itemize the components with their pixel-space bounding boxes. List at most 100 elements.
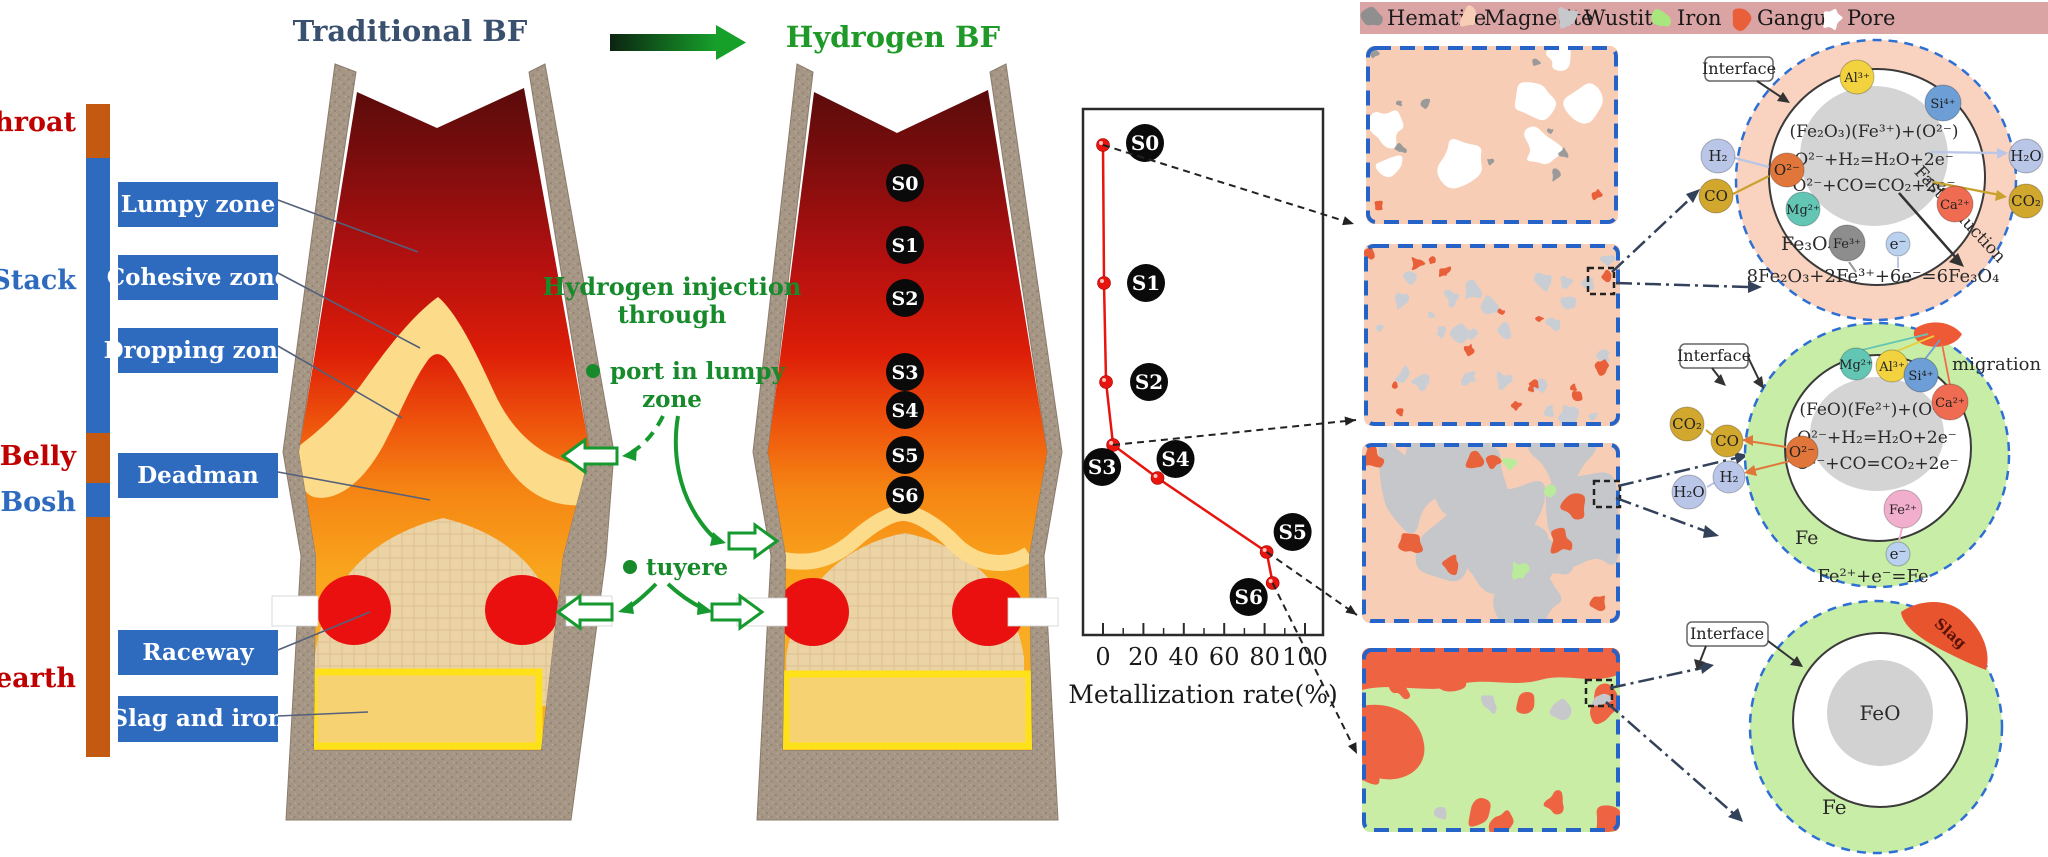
sample-chip-S2: [1130, 363, 1169, 401]
data-point-highlight: [1099, 141, 1103, 145]
interface-pointer: [1756, 80, 1785, 100]
furnace-sample-chip-S6: [886, 476, 924, 514]
bullet-icon: [586, 364, 600, 378]
connector-S5-to-micrograph: [1266, 551, 1358, 616]
mg-migration-link: [1861, 333, 1929, 351]
wustite-blob: [1375, 324, 1384, 332]
interface-label: Interface: [1677, 346, 1751, 365]
micrograph-border: [1364, 244, 1620, 426]
core-phase-label: FeO: [1859, 701, 1900, 725]
furnace-sample-chip-S5: [886, 436, 924, 474]
zone-label-hearth: Hearth: [0, 663, 76, 694]
region-box-label: Cohesive zone: [107, 264, 289, 291]
slag-iron-pool: [310, 668, 543, 750]
region-box-label: Dropping zone: [104, 337, 293, 364]
x-tick-label: 100: [1282, 643, 1328, 671]
gangue-blob: [1594, 359, 1609, 376]
gangue-blob: [1528, 379, 1539, 389]
data-point-highlight: [1100, 279, 1105, 283]
region-box-lumpy-zone: Lumpy zone: [118, 182, 278, 227]
wustite-blob: [1433, 806, 1447, 820]
pore-blob: [1548, 46, 1567, 62]
injection-arrow-right-port-icon: [727, 522, 780, 560]
micrograph-1: [1366, 46, 1618, 224]
interface-label: Interface: [1690, 624, 1764, 643]
wustite-blob: [1599, 255, 1616, 267]
region-box-raceway: Raceway: [118, 630, 278, 675]
core-reaction-2: O²⁻+CO=CO₂+2e⁻: [1792, 176, 1955, 196]
ion-CO: [1710, 424, 1744, 458]
arrowhead-icon: [1790, 656, 1803, 667]
furnace-sample-chip-label: S2: [892, 288, 919, 310]
legend-item-pore: Pore: [1823, 6, 1895, 31]
sample-chip-label: S2: [1135, 370, 1163, 394]
furnace-sample-chip-label: S0: [892, 173, 919, 195]
gangue-blob: [1550, 527, 1573, 554]
pore-blob: [1524, 126, 1563, 165]
mechanism-circle-final: FeO Fe Slag Interface: [1686, 599, 2004, 855]
hematite-blob: [1532, 58, 1541, 66]
ion-Mg²⁺: [1839, 347, 1873, 381]
furnace-sample-chip-S2: [886, 279, 924, 317]
ion-label: Mg²⁺: [1839, 358, 1873, 373]
connector-S0-to-micrograph: [1102, 144, 1355, 225]
core-reaction-1: O²⁻+H₂=H₂O+2e⁻: [1794, 150, 1954, 170]
hematite-blob: [1558, 147, 1569, 158]
data-point-S2: [1099, 375, 1113, 389]
gangue-blob: [1589, 595, 1606, 612]
data-point-highlight: [1102, 378, 1107, 382]
wustite-blob: [1533, 272, 1552, 292]
zoom-highlight-square: [1586, 266, 1616, 296]
hematite-blob: [1369, 48, 1380, 59]
wustite-blob: [1581, 276, 1595, 290]
x-tick-label: 20: [1128, 643, 1159, 671]
region-box-deadman: Deadman: [118, 453, 278, 498]
wustite-blob: [1449, 323, 1474, 344]
gangue-blob: [1560, 493, 1586, 520]
injection-heading-line2: through: [618, 300, 727, 329]
arrowhead-icon: [1347, 742, 1357, 754]
raceway-right: [952, 578, 1024, 646]
ring-phase-label: Fe: [1795, 527, 1818, 549]
hematite-swatch-icon: [1360, 6, 1383, 26]
arrowhead-icon: [1342, 216, 1354, 226]
gangue-blob: [1589, 683, 1619, 725]
ion-label: Fe³⁺: [1833, 237, 1861, 252]
hematite-blob: [1395, 100, 1403, 107]
gangue-blob: [1395, 408, 1404, 417]
al-migration-link: [1896, 335, 1935, 352]
ion-CO₂: [2008, 183, 2044, 219]
raceway-left: [777, 578, 849, 646]
zoom-highlight-square: [1584, 678, 1614, 708]
tuyere-port-right: [1007, 597, 1059, 627]
ion-H₂O: [1671, 474, 1707, 510]
ion-Si⁴⁺: [1924, 84, 1962, 122]
gangue-blob: [1591, 188, 1603, 201]
traditional-furnace: [271, 63, 615, 821]
gangue-blob: [1516, 692, 1535, 714]
wustite-blob: [1557, 404, 1580, 425]
data-point-highlight: [1153, 474, 1158, 478]
chart-x-axis-title: Metallization rate(%): [1068, 680, 1338, 709]
hydrogen-injection-annotation: Hydrogen injection through port in lumpy…: [543, 272, 801, 631]
region-box-dropping-zone: Dropping zone: [104, 328, 293, 373]
arrowhead-icon: [1744, 465, 1757, 476]
sample-chip-S6: [1229, 578, 1268, 616]
micrograph-2: [1364, 244, 1620, 426]
mechanism-circle-magnetite: (Fe₂O₃)(Fe³⁺)+(O²⁻) O²⁻+H₂=H₂O+2e⁻ O²⁻+C…: [1698, 38, 2044, 322]
arrowhead-icon: [1714, 374, 1726, 386]
gangue-blob: [1465, 450, 1485, 469]
micrograph-matrix: [1366, 46, 1618, 224]
sample-chip-label: S5: [1278, 520, 1306, 544]
gangue-blob: [1388, 675, 1411, 700]
pore-blob: [1437, 139, 1482, 189]
region-label-boxes: Lumpy zone Cohesive zone Dropping zone D…: [104, 182, 293, 742]
ca-migration-link: [1941, 343, 1951, 386]
x-tick-label: 40: [1169, 643, 1200, 671]
wustite-blob: [1402, 271, 1417, 285]
wustite-blob: [1468, 328, 1478, 341]
oxygen-to-h2-link: [1749, 460, 1791, 472]
furnace-sample-chips: S0 S1 S2 S3 S4 S5 S6: [886, 164, 924, 514]
wustite-blob: [1427, 311, 1436, 319]
